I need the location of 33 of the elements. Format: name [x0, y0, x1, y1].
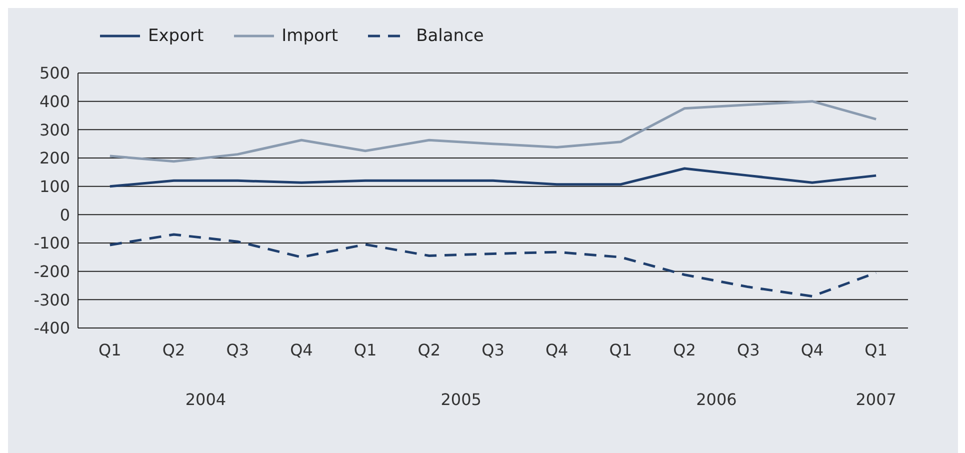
text: 2005 — [440, 390, 482, 409]
y-tick-label: 100 — [39, 177, 70, 196]
legend-label: Export — [148, 26, 204, 46]
y-tick-label: -400 — [34, 318, 70, 338]
x-tick-label: Q1 — [354, 340, 377, 360]
y-tick-label: -300 — [34, 290, 70, 310]
y-tick-label: 400 — [39, 92, 70, 112]
legend-label: Balance — [416, 26, 484, 46]
y-tick-label: 0 — [60, 205, 70, 224]
line-series — [108, 233, 878, 298]
x-tick-label: Q3 — [736, 340, 760, 360]
x-tick-label: Q1 — [609, 340, 632, 360]
line-series — [108, 100, 878, 163]
text: 2006 — [695, 390, 738, 409]
text: 2004 — [184, 390, 228, 409]
x-tick-label: Q3 — [226, 340, 250, 360]
y-tick-label: 300 — [39, 120, 70, 140]
x-tick-label: Q2 — [418, 340, 441, 360]
legend-label: Import — [282, 26, 338, 46]
line-series — [108, 167, 878, 188]
y-tick-label: -100 — [34, 234, 70, 253]
x-tick-label: Q1 — [864, 340, 888, 360]
y-tick-label: 500 — [39, 64, 70, 83]
x-tick-label: Q2 — [162, 340, 186, 360]
x-tick-label: Q1 — [98, 340, 122, 360]
text: 2007 — [854, 390, 898, 409]
x-tick-label: Q4 — [545, 340, 568, 360]
y-tick-label: -200 — [34, 262, 70, 282]
x-tick-label: Q3 — [482, 340, 504, 360]
x-tick-label: Q4 — [800, 340, 824, 360]
y-tick-label: 200 — [39, 148, 70, 168]
x-tick-label: Q4 — [290, 340, 313, 360]
x-tick-label: Q2 — [673, 340, 696, 360]
